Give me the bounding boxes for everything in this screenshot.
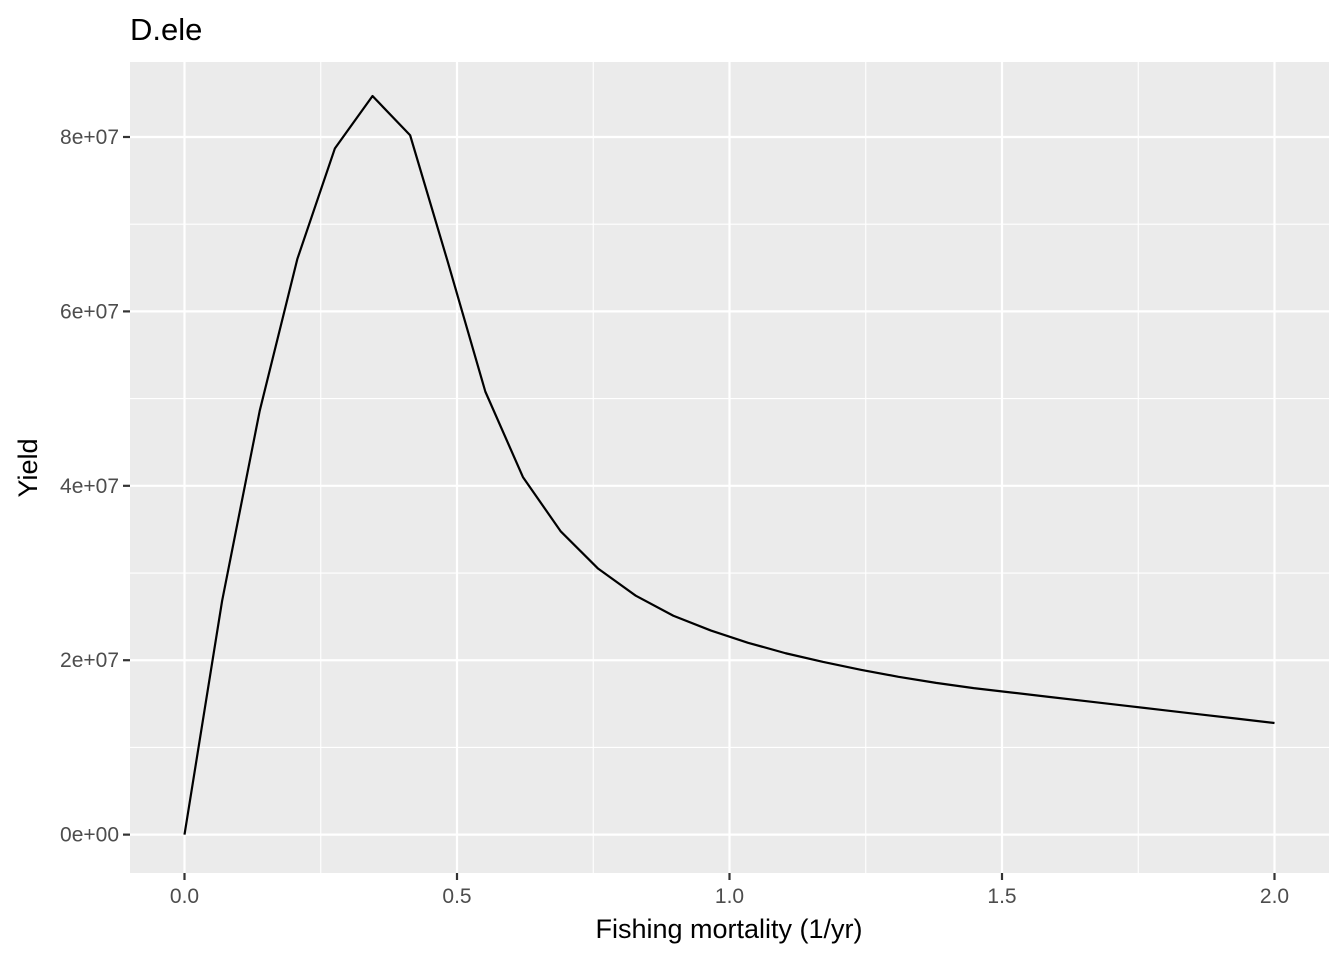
x-tick-label: 2.0 xyxy=(1260,885,1289,908)
x-axis-title: Fishing mortality (1/yr) xyxy=(595,914,862,944)
x-tick-label: 0.5 xyxy=(442,885,471,908)
y-tick-label: 0e+00 xyxy=(60,824,119,847)
x-axis: 0.0 0.5 1.0 1.5 2.0 xyxy=(170,873,1289,908)
y-tick-label: 8e+07 xyxy=(60,126,119,149)
yield-series-line xyxy=(183,94,1275,835)
x-tick-label: 0.0 xyxy=(170,885,199,908)
y-tick-label: 2e+07 xyxy=(60,649,119,672)
x-tick-label: 1.5 xyxy=(987,885,1016,908)
y-axis-title: Yield xyxy=(13,438,43,497)
chart-title: D.ele xyxy=(130,12,202,47)
x-tick-label: 1.0 xyxy=(715,885,744,908)
major-gridlines xyxy=(130,62,1329,873)
y-tick-label: 6e+07 xyxy=(60,300,119,323)
series-layer xyxy=(183,94,1275,835)
y-tick-label: 4e+07 xyxy=(60,475,119,498)
y-axis: 0e+00 2e+07 4e+07 6e+07 8e+07 xyxy=(60,126,130,847)
